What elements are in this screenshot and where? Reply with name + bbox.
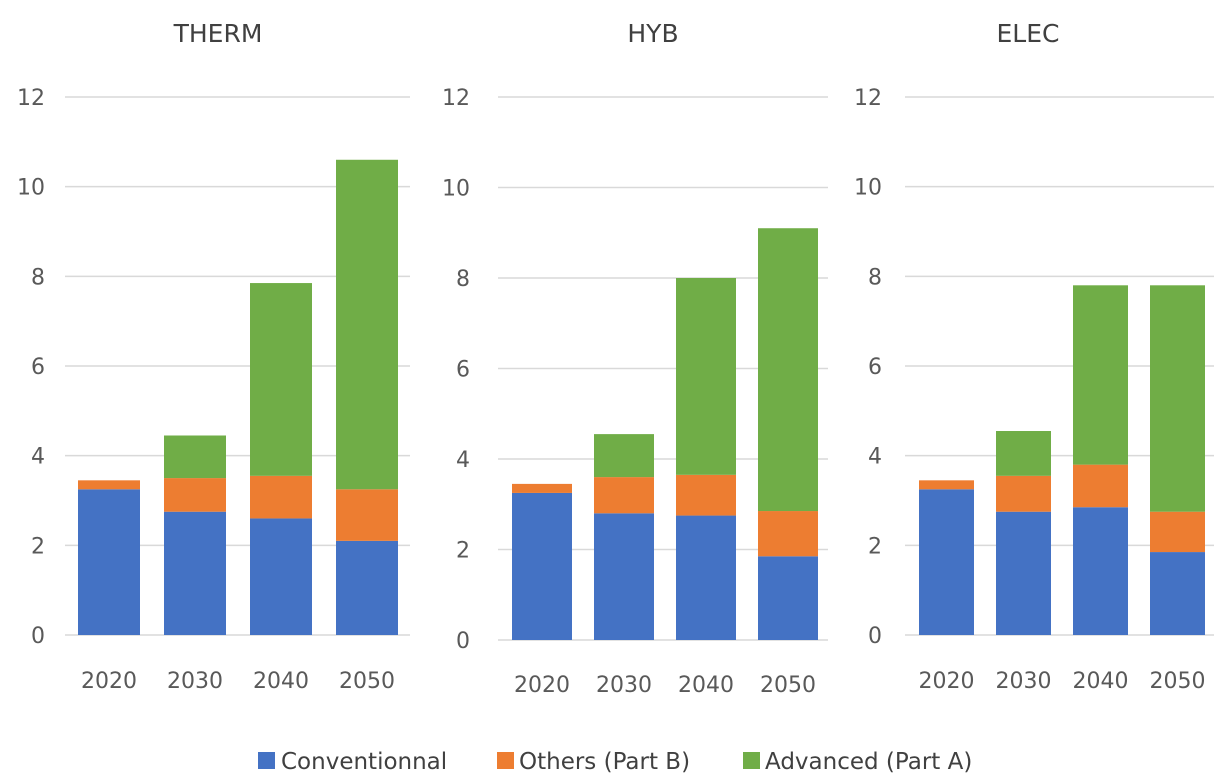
- bar-segment-others-part-b: [164, 478, 226, 512]
- y-tick-label: 6: [31, 355, 45, 380]
- legend-label: Others (Part B): [519, 749, 690, 775]
- bar-segment-advanced-part-a: [1073, 285, 1128, 465]
- legend: Conventionnal Others (Part B) Advanced (Pa…: [258, 749, 972, 775]
- y-tick-label: 0: [868, 624, 882, 649]
- y-tick-label: 4: [868, 445, 882, 470]
- bar-segment-others-part-b: [594, 477, 654, 514]
- y-tick-label: 8: [868, 265, 882, 290]
- bar-segment-others-part-b: [336, 489, 398, 541]
- y-tick-label: 12: [854, 86, 882, 111]
- bar-segment-others-part-b: [996, 475, 1051, 512]
- chart-panel-elec: ELEC 0 2 4 6 8 10 12 2020 2030 2040 2050: [854, 19, 1214, 694]
- chart-panel-therm: THERM 0 2 4 6 8 10 12 2020 2030 2040 2050: [17, 19, 410, 694]
- x-tick-label: 2040: [1073, 669, 1129, 694]
- y-tick-label: 8: [456, 267, 470, 292]
- bar-segment-others-part-b: [512, 483, 572, 493]
- y-tick-label: 12: [442, 86, 470, 111]
- bar-segment-conventionnal: [676, 515, 736, 640]
- chart-panel-hyb: HYB 0 2 4 6 8 10 12 2020 2030 2040 2050: [442, 19, 828, 698]
- bar-segment-conventionnal: [336, 540, 398, 635]
- bar-segment-advanced-part-a: [336, 159, 398, 490]
- bar-segment-conventionnal: [78, 489, 140, 635]
- chart-panels: THERM 0 2 4 6 8 10 12 2020 2030 2040 2050 HYB 0 2 4 6 8 10…: [17, 19, 1214, 698]
- chart-title: ELEC: [997, 19, 1060, 48]
- y-tick-label: 2: [456, 539, 470, 564]
- y-tick-label: 0: [31, 624, 45, 649]
- legend-item: Advanced (Part A): [743, 749, 972, 775]
- bar-segment-conventionnal: [996, 511, 1051, 635]
- bar-segment-others-part-b: [676, 474, 736, 516]
- x-tick-label: 2030: [996, 669, 1052, 694]
- chart-title: HYB: [627, 19, 678, 48]
- y-tick-label: 10: [442, 177, 470, 202]
- x-tick-label: 2040: [253, 669, 309, 694]
- y-tick-label: 6: [868, 355, 882, 380]
- bar-segment-conventionnal: [758, 556, 818, 640]
- bar-segment-conventionnal: [1150, 552, 1205, 635]
- y-tick-label: 10: [17, 176, 45, 201]
- bar-segment-others-part-b: [919, 480, 974, 490]
- x-tick-label: 2050: [1150, 669, 1206, 694]
- legend-item: Conventionnal: [258, 749, 447, 775]
- bar-segment-conventionnal: [250, 518, 312, 635]
- x-tick-label: 2050: [339, 669, 395, 694]
- bar-segment-others-part-b: [1150, 511, 1205, 553]
- bar-segment-others-part-b: [1073, 464, 1128, 508]
- bar-segment-others-part-b: [758, 511, 818, 557]
- y-tick-label: 2: [31, 534, 45, 559]
- y-tick-label: 12: [17, 86, 45, 111]
- y-tick-label: 6: [456, 358, 470, 383]
- bar-segment-advanced-part-a: [164, 435, 226, 479]
- y-tick-label: 10: [854, 176, 882, 201]
- bar-segment-conventionnal: [164, 511, 226, 635]
- bar-segment-conventionnal: [594, 513, 654, 640]
- bar-segment-conventionnal: [1073, 507, 1128, 635]
- bar-segment-advanced-part-a: [1150, 285, 1205, 512]
- bar-segment-advanced-part-a: [676, 278, 736, 475]
- bar-segment-advanced-part-a: [758, 228, 818, 512]
- bar-segment-others-part-b: [250, 475, 312, 519]
- bar-segment-conventionnal: [919, 489, 974, 635]
- legend-label: Advanced (Part A): [765, 749, 972, 775]
- bar-segment-advanced-part-a: [594, 434, 654, 478]
- x-tick-label: 2040: [678, 673, 734, 698]
- y-tick-label: 4: [31, 445, 45, 470]
- chart-title: THERM: [173, 19, 263, 48]
- legend-item: Others (Part B): [497, 749, 690, 775]
- x-tick-label: 2030: [596, 673, 652, 698]
- legend-swatch: [743, 752, 760, 769]
- legend-swatch: [497, 752, 514, 769]
- x-tick-label: 2020: [81, 669, 137, 694]
- y-tick-label: 2: [868, 534, 882, 559]
- x-tick-label: 2030: [167, 669, 223, 694]
- legend-swatch: [258, 752, 275, 769]
- legend-label: Conventionnal: [281, 749, 447, 775]
- x-tick-label: 2020: [514, 673, 570, 698]
- y-tick-label: 0: [456, 629, 470, 654]
- x-tick-label: 2020: [919, 669, 975, 694]
- x-tick-label: 2050: [760, 673, 816, 698]
- bar-segment-advanced-part-a: [250, 283, 312, 476]
- bar-segment-advanced-part-a: [996, 431, 1051, 476]
- y-tick-label: 4: [456, 448, 470, 473]
- y-tick-label: 8: [31, 265, 45, 290]
- bar-segment-others-part-b: [78, 480, 140, 490]
- bar-segment-conventionnal: [512, 492, 572, 640]
